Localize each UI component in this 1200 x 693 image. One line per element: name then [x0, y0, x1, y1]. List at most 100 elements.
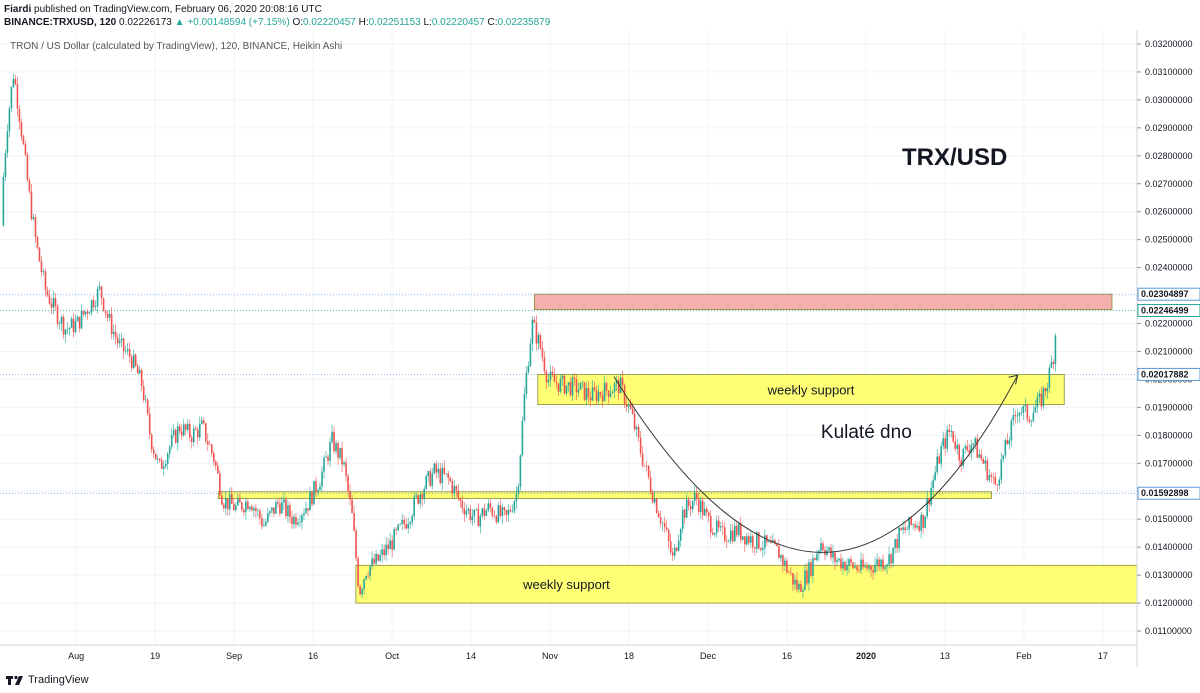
- y-tick-label: 0.01700000: [1145, 458, 1193, 468]
- candle-body: [493, 515, 496, 517]
- candle-body: [531, 319, 534, 344]
- candle-body: [675, 547, 678, 551]
- candle-body: [758, 532, 760, 549]
- candle-body: [822, 543, 824, 550]
- candle-body: [162, 466, 165, 469]
- low-label: L:: [423, 17, 432, 28]
- candle-body: [812, 558, 814, 576]
- candle-body: [42, 271, 45, 273]
- candle-body: [88, 312, 91, 314]
- candle-body: [178, 426, 181, 432]
- candle-body: [142, 386, 145, 401]
- price-chart[interactable]: weekly support weekly support TRON / US D…: [0, 30, 1200, 667]
- candle-body: [848, 559, 850, 566]
- candle-body: [565, 385, 568, 394]
- candle-body: [104, 310, 107, 314]
- candle-body: [810, 562, 812, 576]
- zone-resistance: [533, 293, 1113, 310]
- candle-body: [38, 247, 41, 262]
- candle-body: [1016, 415, 1019, 417]
- high-label: H:: [358, 17, 369, 28]
- candle-body: [70, 318, 73, 328]
- candle-body: [1052, 361, 1055, 365]
- candle-body: [537, 334, 540, 344]
- tradingview-logo-icon[interactable]: [6, 673, 24, 687]
- candle-body: [884, 566, 886, 569]
- candle-body: [497, 505, 500, 523]
- zone-weekly-support-lower: [355, 564, 1138, 604]
- candle-body: [343, 462, 345, 465]
- candle-body: [223, 504, 225, 509]
- candle-body: [489, 503, 492, 509]
- candle-body: [900, 527, 902, 530]
- candle-body: [844, 561, 846, 571]
- candle-body: [188, 423, 191, 438]
- candle-body: [571, 377, 574, 396]
- candle-body: [808, 562, 810, 584]
- candle-body: [723, 527, 726, 542]
- candle-body: [854, 566, 856, 568]
- candle-body: [381, 549, 383, 555]
- candle-body: [1000, 459, 1003, 480]
- candle-body: [1024, 404, 1027, 407]
- candle-body: [275, 502, 277, 514]
- candle-body: [645, 465, 648, 467]
- candle-body: [108, 313, 111, 318]
- candle-body: [499, 505, 502, 517]
- candle-body: [992, 476, 995, 478]
- open-label: O:: [292, 17, 303, 28]
- y-tick-label: 0.03100000: [1145, 67, 1193, 77]
- candle-body: [607, 390, 610, 397]
- candle-body: [1018, 412, 1021, 416]
- candle-body: [968, 450, 971, 453]
- candle-body: [577, 389, 580, 393]
- candle-body: [263, 525, 265, 527]
- candle-body: [729, 530, 732, 542]
- candle-body: [774, 540, 776, 544]
- up-arrow-icon: ▲: [174, 17, 185, 28]
- candle-body: [996, 484, 999, 486]
- y-tick-label: 0.01800000: [1145, 430, 1193, 440]
- candle-body: [581, 382, 584, 383]
- candle-body: [950, 431, 953, 432]
- candle-body: [122, 338, 125, 352]
- candle-body: [373, 558, 375, 564]
- zone-labels: weekly support weekly support: [522, 382, 855, 592]
- candle-body: [86, 311, 89, 314]
- candle-body: [245, 501, 247, 513]
- zones: [217, 293, 1138, 604]
- tradingview-brand[interactable]: TradingView: [28, 674, 89, 686]
- candle-body: [8, 108, 11, 132]
- candle-body: [339, 447, 341, 458]
- candle-body: [898, 527, 900, 549]
- candle-body: [820, 543, 822, 551]
- candle-body: [14, 78, 17, 84]
- candle-body: [168, 446, 171, 454]
- pair-label: TRX/USD: [902, 144, 1007, 171]
- candle-body: [229, 494, 231, 510]
- zone-support-middle: [217, 491, 992, 499]
- candle-body: [764, 535, 766, 549]
- candle-body: [1036, 397, 1039, 408]
- candle-body: [962, 448, 965, 466]
- candle-body: [219, 473, 221, 496]
- candle-body: [1046, 387, 1049, 392]
- candle-body: [557, 383, 560, 392]
- candle-body: [790, 572, 792, 574]
- candle-body: [527, 366, 530, 373]
- candle-body: [120, 338, 123, 341]
- x-tick-label: 16: [308, 651, 318, 661]
- candle-body: [399, 523, 401, 525]
- price-tag-label: 0.02304897: [1141, 289, 1189, 299]
- candle-body: [277, 502, 279, 504]
- candle-body: [780, 555, 782, 559]
- candle-body: [315, 481, 317, 493]
- candle-body: [114, 331, 117, 338]
- candle-body: [539, 334, 542, 349]
- candle-body: [349, 490, 351, 500]
- candle-body: [719, 526, 722, 528]
- candle-body: [804, 570, 806, 591]
- candle-body: [605, 382, 608, 391]
- candle-body: [525, 372, 528, 395]
- x-tick-label: Sep: [226, 651, 242, 661]
